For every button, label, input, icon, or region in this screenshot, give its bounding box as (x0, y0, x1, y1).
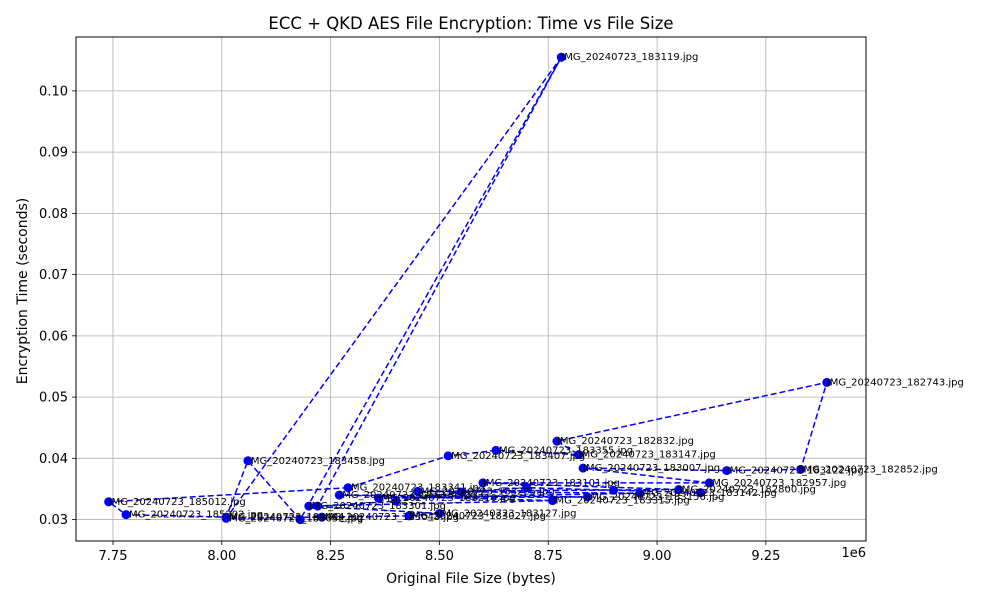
x-tick-label: 8.00 (207, 549, 236, 564)
data-point (334, 490, 344, 500)
y-tick-label: 0.08 (39, 207, 68, 222)
data-point (343, 483, 353, 493)
data-point (221, 513, 231, 523)
data-point-label: IMG_20240723_182832.jpg (557, 436, 694, 447)
data-point (574, 450, 584, 460)
data-point-label: IMG_20240723_182800.jpg (679, 485, 816, 496)
data-point (704, 478, 714, 488)
data-point (609, 485, 619, 495)
data-point-label: IMG_20240723_185202.jpg (126, 510, 263, 521)
data-point (556, 52, 566, 62)
data-point (304, 501, 314, 511)
data-point-label: IMG_20240723_183122.jpg (727, 466, 864, 477)
series-line (106, 56, 828, 521)
x-tick-label: 8.50 (425, 549, 454, 564)
x-tick-label: 8.25 (316, 549, 345, 564)
data-point-label: IMG_20240723_183156.jpg (587, 492, 724, 503)
data-point-label: IMG_20240723_183007.jpg (583, 463, 720, 474)
data-point-label: IMG_20240723_182852.jpg (801, 464, 938, 475)
data-point (796, 464, 806, 474)
x-tick-label: 8.75 (534, 549, 563, 564)
data-point-label: IMG_20240723_183210.jpg (379, 493, 516, 504)
data-point-label: IMG_20240723_183341.jpg (348, 483, 485, 494)
y-tick-label: 0.04 (39, 452, 68, 467)
x-offset-label: 1e6 (841, 546, 866, 561)
data-point (696, 488, 706, 498)
data-point-label: IMG_20240723_183315.jpg (553, 496, 690, 507)
data-point-label: IMG_20240723_183052.jpg (226, 513, 363, 524)
data-point (317, 512, 327, 522)
data-point-label: IMG_20240723_183119.jpg (561, 52, 698, 63)
data-point (552, 436, 562, 446)
x-axis-label: Original File Size (bytes) (386, 571, 556, 587)
y-tick-label: 0.06 (39, 329, 68, 344)
data-point-label: IMG_20240723_183355.jpg (496, 445, 633, 456)
data-point (578, 463, 588, 473)
data-point-label: IMG_20240723_183127.jpg (439, 508, 576, 519)
y-tick-label: 0.07 (39, 268, 68, 283)
data-point (295, 515, 305, 525)
data-point-label: IMG_20240723_183234.jpg (339, 490, 476, 501)
data-point (374, 493, 384, 503)
point-layer (104, 52, 832, 525)
point-label-layer: IMG_20240723_183119.jpg IMG_20240723_1834… (109, 52, 964, 524)
plot-frame (75, 36, 867, 542)
tick-layer: 7.75 8.00 8.25 8.50 8.75 9.00 9.25 0.03 0.04 0.05… (39, 84, 780, 564)
data-point-label: IMG_20240723_183301.jpg (309, 501, 446, 512)
data-point-label: IMG_20240723_185012.jpg (109, 497, 246, 508)
data-point (413, 486, 423, 496)
x-tick-label: 9.25 (751, 549, 780, 564)
grid-layer (76, 37, 866, 541)
x-tick-label: 7.75 (99, 549, 128, 564)
data-point-label: IMG_20240723_183043.jpg (322, 512, 459, 523)
y-tick-label: 0.10 (39, 84, 68, 99)
data-point-label: IMG_20240723_183101.jpg (483, 478, 620, 489)
data-point (104, 497, 114, 507)
data-point (722, 466, 732, 476)
data-point (635, 488, 645, 498)
data-point (443, 451, 453, 461)
y-tick-label: 0.03 (39, 513, 68, 528)
y-tick-label: 0.09 (39, 146, 68, 161)
data-point (243, 456, 253, 466)
chart-title: ECC + QKD AES File Encryption: Time vs F… (268, 14, 673, 33)
data-point (434, 508, 444, 518)
data-point-label: IMG_20240723_183142.jpg (640, 488, 777, 499)
data-point (456, 487, 466, 497)
x-tick-label: 9.00 (643, 549, 672, 564)
data-point (391, 496, 401, 506)
data-point (478, 478, 488, 488)
data-point-label: IMG_20240723_182957.jpg (709, 478, 846, 489)
data-point (121, 510, 131, 520)
data-point (822, 377, 832, 387)
data-point-label: IMG_20240723_183147.jpg (579, 450, 716, 461)
y-axis-label: Encryption Time (seconds) (15, 198, 31, 384)
data-point-label: IMG_20240723_180404.jpg (226, 512, 363, 523)
data-point-label: IMG_20240723_183407.jpg (448, 451, 585, 462)
data-point-label: IMG_20240723_183225.jpg (418, 486, 555, 497)
data-point (313, 501, 323, 511)
data-point (674, 485, 684, 495)
data-point (521, 483, 531, 493)
data-point (404, 511, 414, 521)
data-point (491, 445, 501, 455)
y-tick-label: 0.05 (39, 391, 68, 406)
data-point (582, 492, 592, 502)
data-point-label: IMG_20240723_183458.jpg (248, 456, 385, 467)
data-point (548, 496, 558, 506)
line-layer (106, 56, 828, 521)
data-point-label: IMG_20240723_182743.jpg (827, 377, 964, 388)
data-point-label: IMG_20240723_183027.jpg (409, 511, 546, 522)
